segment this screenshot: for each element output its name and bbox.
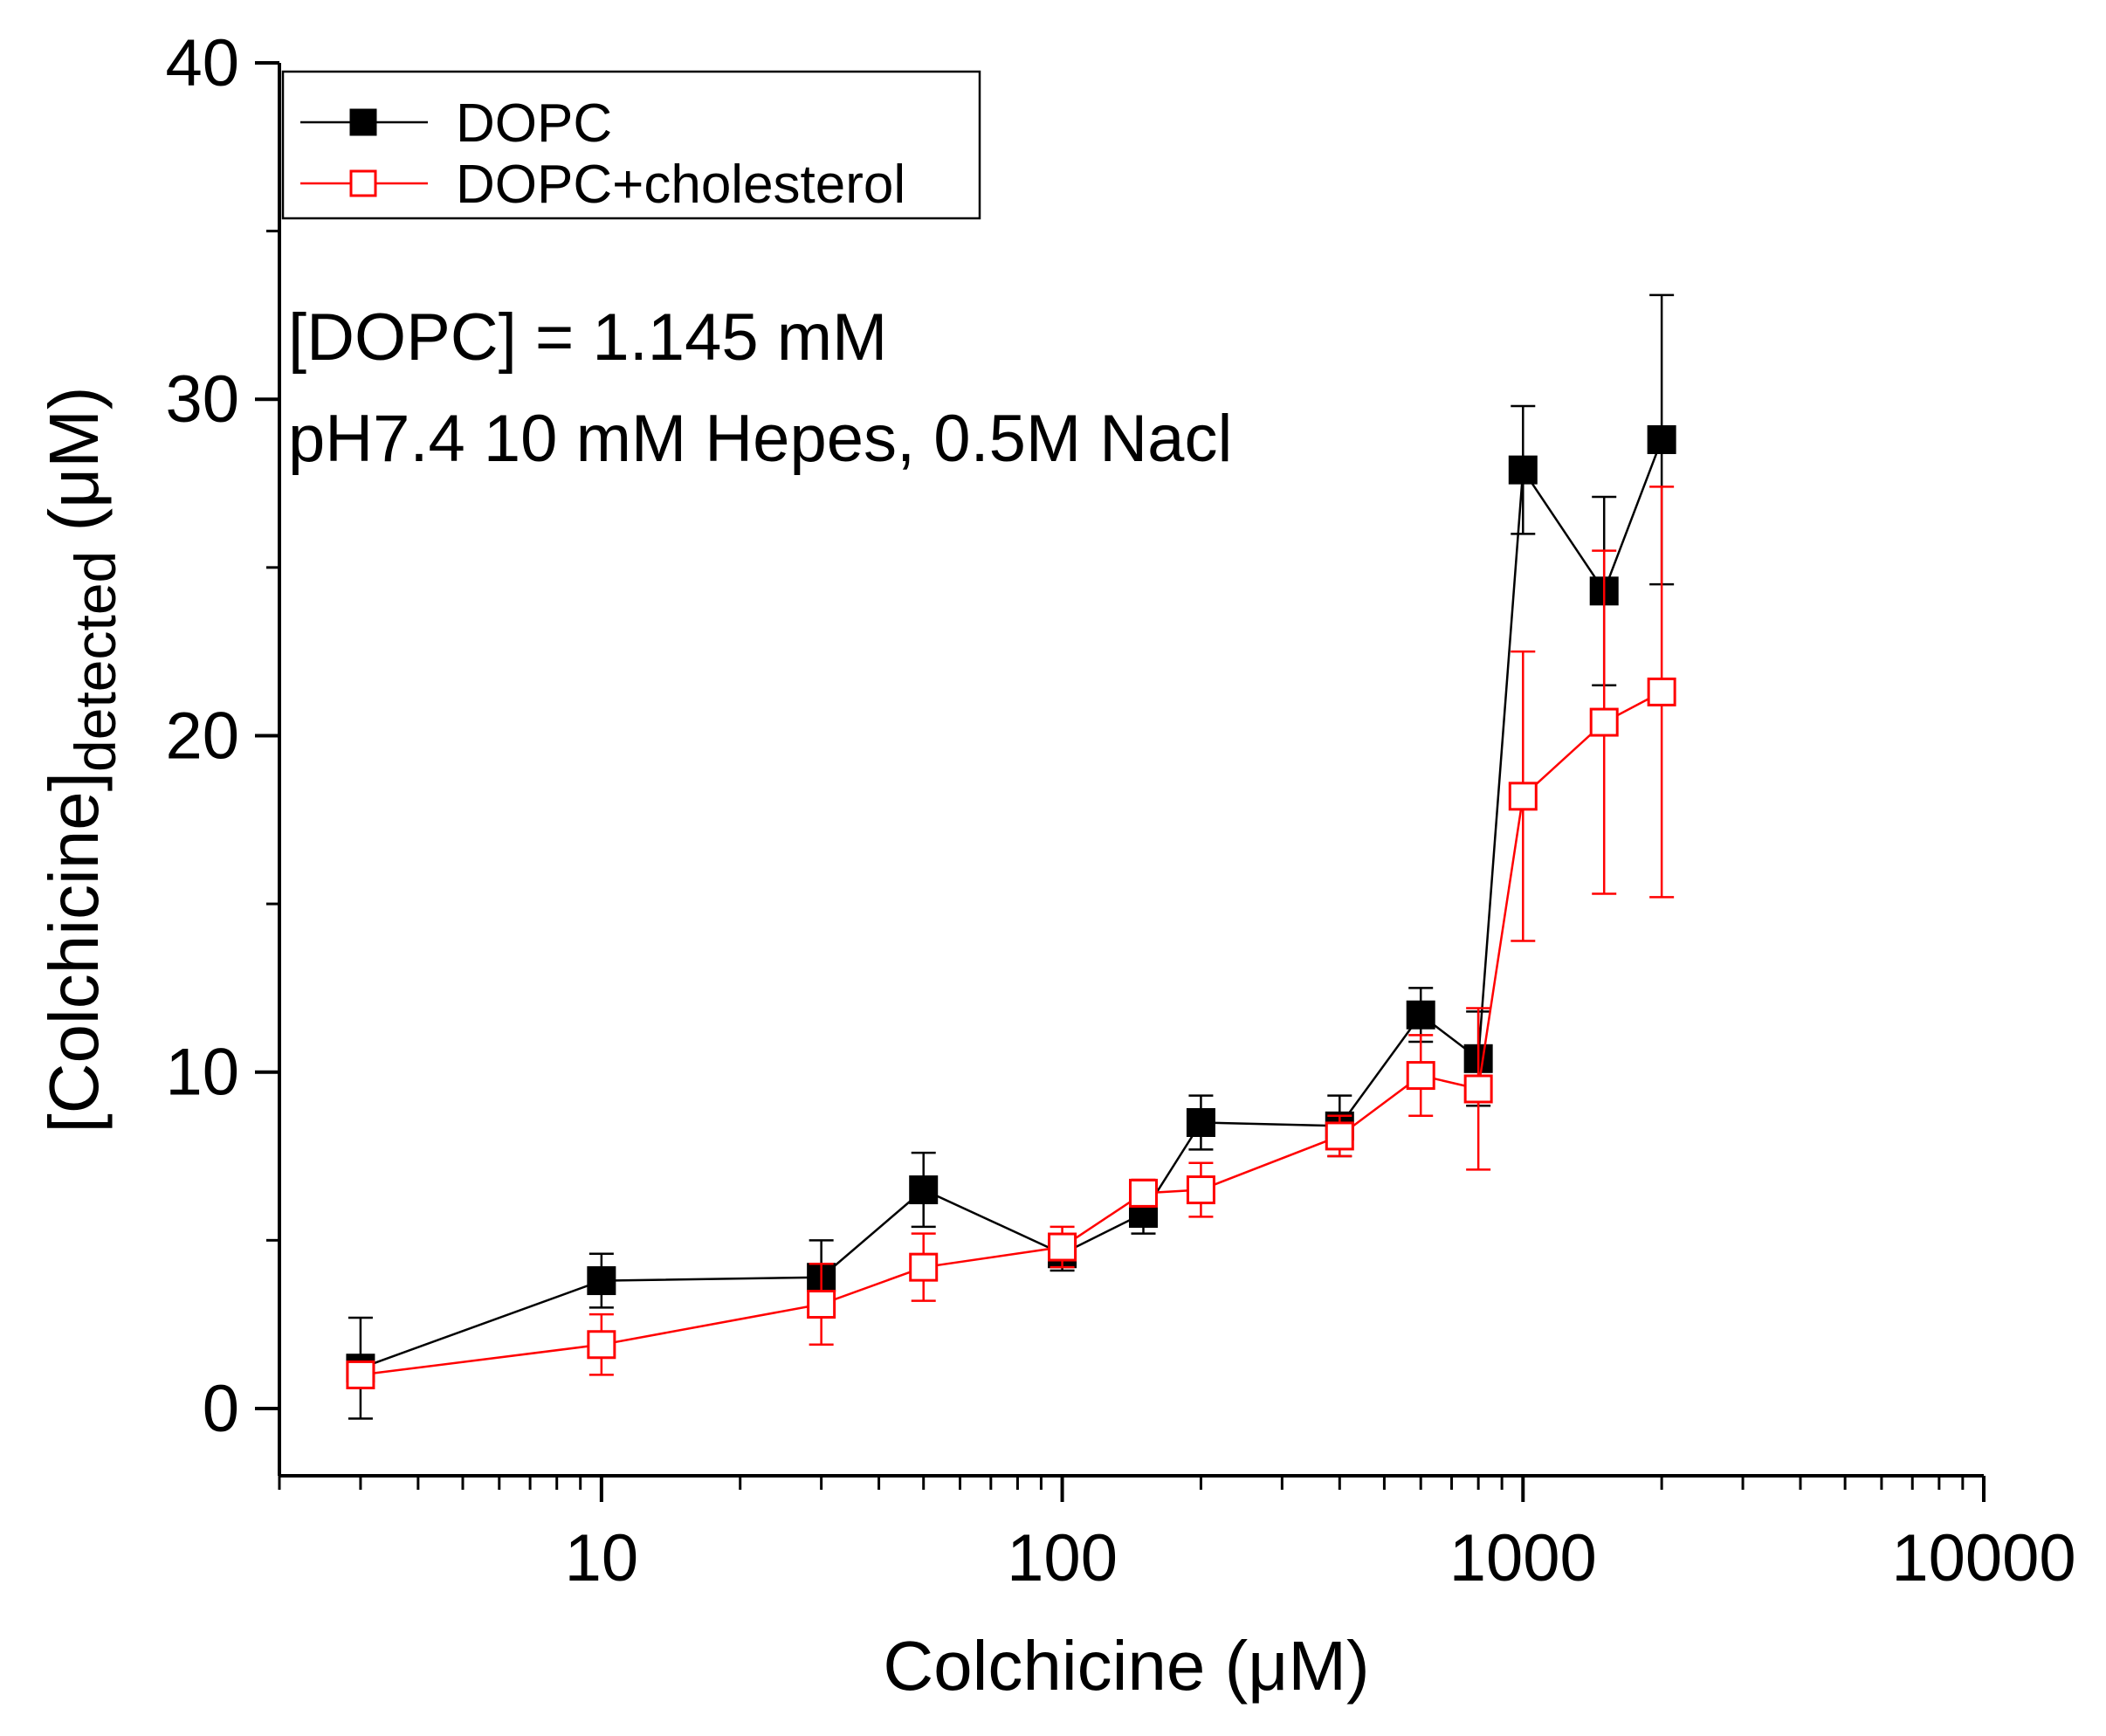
legend-frame xyxy=(281,70,981,220)
data-point xyxy=(1589,707,1619,737)
y-tick-label: 40 xyxy=(165,26,239,100)
y-tick-label: 0 xyxy=(203,1372,239,1446)
data-point xyxy=(1508,782,1538,811)
data-point xyxy=(1508,455,1538,485)
x-axis-title: Colchicine (μM) xyxy=(883,1627,1369,1705)
series-line xyxy=(360,439,1663,1369)
legend-marker xyxy=(349,108,377,136)
annotation-block: [DOPC] = 1.145 mM pH7.4 10 mM Hepes, 0.5… xyxy=(288,300,1232,476)
plot-area: 0 10 20 30 40 10 100 1000 10000 xyxy=(165,26,2075,1595)
y-tick-label: 20 xyxy=(165,699,239,773)
data-point xyxy=(1186,1108,1215,1137)
x-tick-label: 1000 xyxy=(1449,1521,1597,1595)
y-axis-title-subscript: detected xyxy=(63,551,127,772)
data-point xyxy=(587,1330,616,1360)
data-point xyxy=(346,1360,375,1389)
y-axis-title-unit: (μM) xyxy=(35,387,113,551)
data-point xyxy=(909,1252,939,1282)
data-point xyxy=(1647,424,1676,454)
x-tick-label: 10 xyxy=(565,1521,639,1595)
y-axis-title-main: [Colchicine] xyxy=(35,772,113,1133)
x-tick-label: 10000 xyxy=(1891,1521,2075,1595)
legend-label: DOPC xyxy=(456,93,612,154)
data-point xyxy=(1406,1061,1435,1091)
series-line xyxy=(360,691,1662,1376)
data-point xyxy=(909,1175,939,1205)
data-point xyxy=(1186,1175,1215,1205)
legend-label: DOPC+cholesterol xyxy=(456,155,905,215)
data-point xyxy=(1128,1178,1158,1208)
legend-marker xyxy=(349,169,377,197)
data-point xyxy=(1463,1074,1493,1104)
y-tick-label: 30 xyxy=(165,362,239,437)
x-tick-label: 100 xyxy=(1007,1521,1118,1595)
annotation-buffer: pH7.4 10 mM Hepes, 0.5M Nacl xyxy=(288,402,1232,476)
data-point xyxy=(587,1266,616,1296)
data-point xyxy=(1647,677,1676,706)
data-point xyxy=(807,1290,836,1319)
y-axis-title: [Colchicine]detected (μM) xyxy=(35,387,127,1133)
y-tick-label: 10 xyxy=(165,1036,239,1110)
annotation-concentration: [DOPC] = 1.145 mM xyxy=(288,300,887,375)
data-point xyxy=(1048,1232,1077,1262)
data-point xyxy=(1325,1121,1354,1151)
data-point xyxy=(1406,1000,1435,1030)
